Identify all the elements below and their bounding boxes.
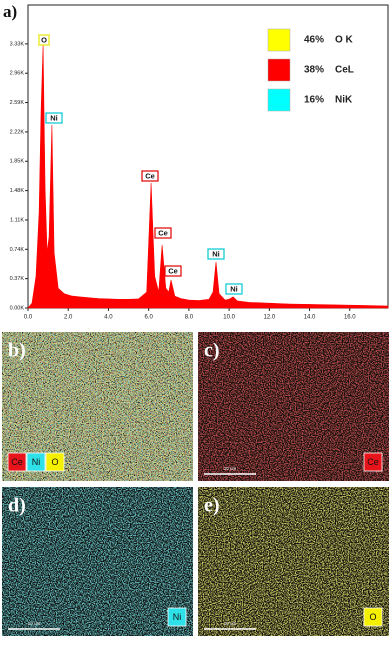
scale-bar-label: 10 um: [224, 621, 237, 626]
spectrum-area: [27, 44, 389, 309]
element-tag-text: Ce: [367, 457, 379, 467]
peak-label-box: [45, 112, 63, 124]
y-tick-label: 0.74K: [10, 247, 25, 253]
peak-label: Ni: [230, 284, 238, 293]
y-tick-label: 1.48K: [10, 188, 25, 194]
y-tick-label: 1.85K: [10, 159, 25, 165]
peak-label-box: [38, 34, 50, 46]
element-tag: [45, 452, 65, 472]
x-tick-label: 10.0: [223, 315, 235, 321]
legend-name: NiK: [335, 95, 353, 106]
element-map: [198, 332, 389, 481]
y-tick-label: 2.96K: [10, 71, 25, 77]
x-tick-label: 6.0: [144, 315, 153, 321]
peak-label-box: [154, 227, 172, 239]
map-label: e): [204, 495, 220, 517]
x-tick-label: 8.0: [185, 315, 194, 321]
element-tag-text: Ni: [173, 612, 182, 622]
y-tick-label: 0.00K: [10, 305, 25, 311]
legend-percent: 46%: [304, 35, 324, 46]
peak-label-box: [141, 170, 159, 182]
map-label: b): [8, 340, 26, 362]
x-tick-label: 16.0: [344, 315, 356, 321]
peak-label-box: [164, 265, 182, 277]
element-tag-text: Ce: [11, 457, 23, 467]
legend-percent: 38%: [304, 65, 324, 76]
element-map: [2, 487, 193, 636]
element-tag: [167, 607, 187, 627]
legend-swatch: [267, 28, 291, 52]
scale-bar-label: 10 um: [28, 621, 41, 626]
y-tick-label: 3.33K: [10, 41, 25, 47]
x-tick-label: 0.0: [24, 315, 33, 321]
x-tick-label: 2.0: [64, 315, 73, 321]
element-tag: [363, 452, 383, 472]
peak-label: Ce: [158, 228, 168, 237]
peak-label: Ni: [50, 113, 58, 122]
legend-name: O K: [335, 35, 354, 46]
legend-name: CeL: [335, 65, 354, 76]
legend-swatch: [267, 58, 291, 82]
y-tick-label: 2.22K: [10, 129, 25, 135]
map-label: d): [8, 495, 26, 517]
element-tag-text: Ni: [32, 457, 41, 467]
y-tick-label: 2.59K: [10, 100, 25, 106]
plot-frame: [27, 4, 389, 309]
peak-label: Ce: [145, 171, 155, 180]
peak-label-box: [207, 248, 225, 260]
x-tick-label: 14.0: [304, 315, 316, 321]
legend-swatch: [267, 88, 291, 112]
element-tag: [7, 452, 27, 472]
scale-bar-label: 10 um: [224, 466, 237, 471]
peak-label: Ce: [168, 266, 178, 275]
panel-label: a): [3, 2, 17, 21]
y-tick-label: 1.11K: [10, 217, 24, 223]
peak-label: O: [41, 35, 47, 44]
y-tick-label: 0.37K: [10, 276, 25, 282]
element-map: [198, 487, 389, 636]
element-tag: [26, 452, 46, 472]
x-tick-label: 4.0: [104, 315, 113, 321]
legend-percent: 16%: [304, 95, 324, 106]
peak-label-box: [225, 283, 243, 295]
peak-label: Ni: [212, 249, 220, 258]
map-label: c): [204, 340, 220, 362]
element-tag-text: O: [369, 612, 376, 622]
x-tick-label: 12.0: [263, 315, 275, 321]
element-tag: [363, 607, 383, 627]
element-tag-text: O: [51, 457, 58, 467]
